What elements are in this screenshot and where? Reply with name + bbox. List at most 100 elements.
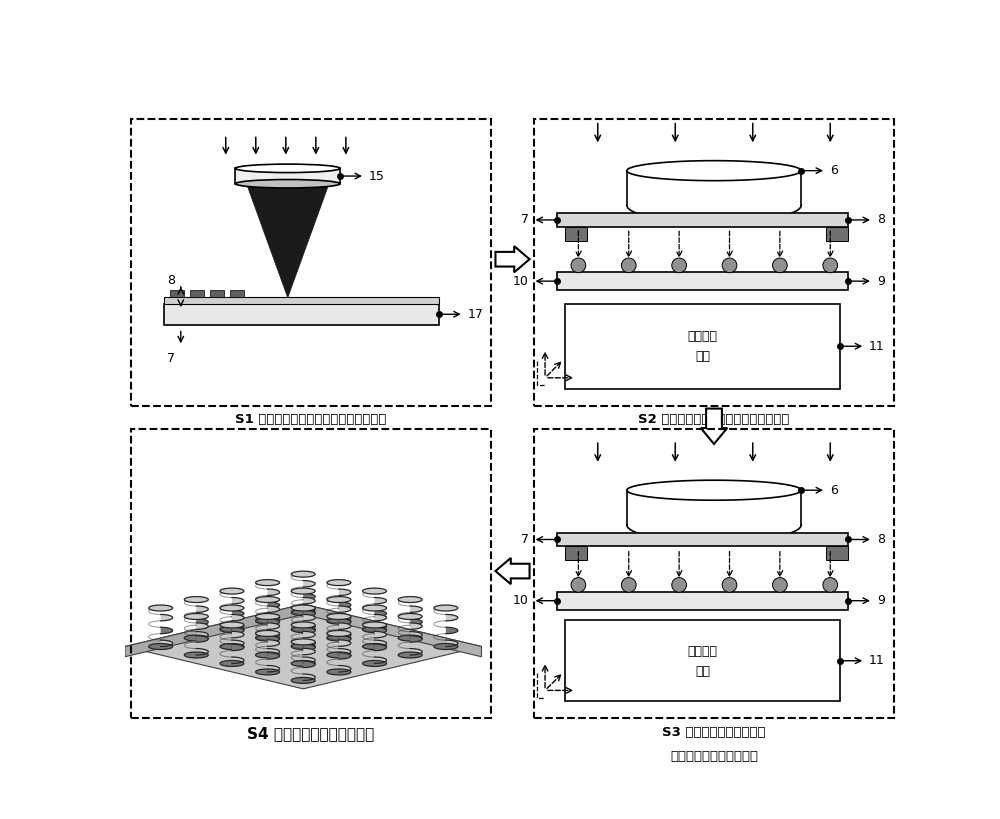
Text: 7: 7 xyxy=(168,351,176,364)
Polygon shape xyxy=(268,589,280,595)
Bar xyxy=(131,119,491,405)
Polygon shape xyxy=(434,644,458,649)
Polygon shape xyxy=(184,652,208,658)
Polygon shape xyxy=(339,636,351,642)
Polygon shape xyxy=(339,640,351,646)
Text: 8: 8 xyxy=(168,274,176,287)
Text: 11: 11 xyxy=(869,654,885,667)
Bar xyxy=(164,297,439,304)
Bar xyxy=(826,546,848,560)
Polygon shape xyxy=(268,631,280,638)
Polygon shape xyxy=(161,614,173,621)
Polygon shape xyxy=(363,605,387,611)
Polygon shape xyxy=(303,657,315,663)
Polygon shape xyxy=(327,631,351,636)
Polygon shape xyxy=(256,596,280,603)
Polygon shape xyxy=(446,627,458,634)
Polygon shape xyxy=(327,669,351,675)
Polygon shape xyxy=(363,660,387,667)
Polygon shape xyxy=(125,604,482,689)
Circle shape xyxy=(672,577,686,592)
Polygon shape xyxy=(268,636,280,642)
Text: 9: 9 xyxy=(877,595,885,607)
Polygon shape xyxy=(339,623,351,629)
Polygon shape xyxy=(495,558,530,584)
Text: 沉积微滴阵列的落点位置: 沉积微滴阵列的落点位置 xyxy=(670,750,758,763)
Bar xyxy=(190,290,204,297)
Bar xyxy=(565,546,587,560)
Bar xyxy=(557,213,848,227)
Bar xyxy=(210,290,224,297)
Circle shape xyxy=(773,577,787,592)
Polygon shape xyxy=(232,610,244,617)
Polygon shape xyxy=(375,631,387,638)
Polygon shape xyxy=(375,598,387,604)
Polygon shape xyxy=(256,580,280,586)
Polygon shape xyxy=(327,652,351,658)
Polygon shape xyxy=(268,615,280,621)
Text: S1 聚焦激光扫描切割制备分块薄膜阵列: S1 聚焦激光扫描切割制备分块薄膜阵列 xyxy=(235,414,387,426)
Polygon shape xyxy=(339,666,351,672)
Text: S2 脉冲激光驱动分块薄膜形成微滴阵列: S2 脉冲激光驱动分块薄膜形成微滴阵列 xyxy=(638,414,790,426)
Polygon shape xyxy=(256,669,280,675)
Polygon shape xyxy=(303,649,315,654)
Bar xyxy=(565,227,587,241)
Polygon shape xyxy=(303,604,482,657)
Polygon shape xyxy=(303,614,315,621)
Circle shape xyxy=(722,577,737,592)
Polygon shape xyxy=(327,635,351,641)
Bar xyxy=(534,429,894,718)
Ellipse shape xyxy=(235,179,340,188)
Polygon shape xyxy=(232,645,244,650)
Text: 15: 15 xyxy=(369,170,385,183)
Polygon shape xyxy=(268,623,280,629)
Polygon shape xyxy=(291,627,315,632)
Polygon shape xyxy=(327,618,351,624)
Polygon shape xyxy=(410,636,422,642)
Polygon shape xyxy=(268,619,280,625)
Polygon shape xyxy=(339,589,351,595)
Polygon shape xyxy=(196,636,208,642)
Polygon shape xyxy=(303,581,315,587)
Polygon shape xyxy=(268,653,280,659)
Text: 9: 9 xyxy=(877,274,885,287)
Polygon shape xyxy=(327,613,351,619)
Polygon shape xyxy=(627,161,801,222)
Text: 17: 17 xyxy=(468,308,483,321)
Circle shape xyxy=(672,258,686,273)
Polygon shape xyxy=(125,604,303,657)
Polygon shape xyxy=(161,627,173,634)
Polygon shape xyxy=(701,409,727,444)
Circle shape xyxy=(823,258,838,273)
Polygon shape xyxy=(232,627,244,634)
Polygon shape xyxy=(291,660,315,667)
Polygon shape xyxy=(291,571,315,577)
Polygon shape xyxy=(363,627,387,632)
Text: 8: 8 xyxy=(877,533,885,546)
Circle shape xyxy=(722,258,737,273)
Polygon shape xyxy=(410,631,422,638)
Polygon shape xyxy=(410,623,422,629)
Circle shape xyxy=(621,258,636,273)
Bar xyxy=(826,227,848,241)
Polygon shape xyxy=(410,649,422,655)
Text: 6: 6 xyxy=(830,484,838,496)
Bar xyxy=(557,532,848,546)
Polygon shape xyxy=(434,605,458,611)
Polygon shape xyxy=(220,660,244,667)
Polygon shape xyxy=(339,619,351,625)
Polygon shape xyxy=(256,635,280,641)
Polygon shape xyxy=(196,623,208,629)
Polygon shape xyxy=(232,657,244,663)
Polygon shape xyxy=(446,614,458,621)
Polygon shape xyxy=(303,631,315,638)
Polygon shape xyxy=(291,622,315,628)
Bar xyxy=(131,429,491,718)
Polygon shape xyxy=(149,644,173,649)
Polygon shape xyxy=(339,615,351,621)
Polygon shape xyxy=(232,631,244,638)
Polygon shape xyxy=(247,185,328,298)
Polygon shape xyxy=(410,619,422,625)
Polygon shape xyxy=(375,610,387,617)
Text: 7: 7 xyxy=(521,533,529,546)
